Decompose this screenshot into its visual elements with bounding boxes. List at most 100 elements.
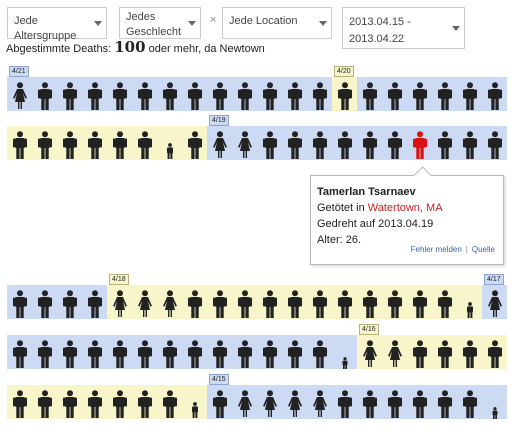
male-person-icon[interactable] xyxy=(87,390,103,423)
male-person-icon[interactable] xyxy=(287,340,303,373)
female-person-icon[interactable] xyxy=(12,82,28,115)
male-person-icon[interactable] xyxy=(112,340,128,373)
female-person-icon[interactable] xyxy=(287,390,303,423)
male-person-icon[interactable] xyxy=(37,340,53,373)
selected-person-icon[interactable] xyxy=(412,131,428,164)
male-person-icon[interactable] xyxy=(312,340,328,373)
male-person-icon[interactable] xyxy=(37,390,53,423)
female-person-icon[interactable] xyxy=(237,131,253,164)
male-person-icon[interactable] xyxy=(362,290,378,323)
male-person-icon[interactable] xyxy=(62,390,78,423)
male-person-icon[interactable] xyxy=(212,82,228,115)
male-person-icon[interactable] xyxy=(287,290,303,323)
male-person-icon[interactable] xyxy=(162,390,178,423)
child-person-icon[interactable] xyxy=(190,402,200,423)
male-person-icon[interactable] xyxy=(12,390,28,423)
male-person-icon[interactable] xyxy=(212,290,228,323)
female-person-icon[interactable] xyxy=(162,290,178,323)
male-person-icon[interactable] xyxy=(337,290,353,323)
male-person-icon[interactable] xyxy=(462,131,478,164)
male-person-icon[interactable] xyxy=(437,290,453,323)
male-person-icon[interactable] xyxy=(137,390,153,423)
male-person-icon[interactable] xyxy=(87,340,103,373)
male-person-icon[interactable] xyxy=(487,82,503,115)
report-error-link[interactable]: Fehler melden xyxy=(410,245,462,254)
male-person-icon[interactable] xyxy=(412,390,428,423)
male-person-icon[interactable] xyxy=(387,290,403,323)
female-person-icon[interactable] xyxy=(137,290,153,323)
date-range-dropdown[interactable]: 2013.04.15 - 2013.04.22 xyxy=(342,7,465,49)
male-person-icon[interactable] xyxy=(337,82,353,115)
male-person-icon[interactable] xyxy=(62,82,78,115)
male-person-icon[interactable] xyxy=(37,82,53,115)
child-person-icon[interactable] xyxy=(465,302,475,323)
male-person-icon[interactable] xyxy=(412,340,428,373)
male-person-icon[interactable] xyxy=(262,131,278,164)
male-person-icon[interactable] xyxy=(162,340,178,373)
location-filter-dropdown[interactable]: Jede Location xyxy=(222,7,332,39)
male-person-icon[interactable] xyxy=(487,131,503,164)
male-person-icon[interactable] xyxy=(262,82,278,115)
female-person-icon[interactable] xyxy=(262,390,278,423)
male-person-icon[interactable] xyxy=(387,390,403,423)
child-person-icon[interactable] xyxy=(491,406,499,424)
close-icon[interactable]: × xyxy=(210,14,217,26)
female-person-icon[interactable] xyxy=(237,390,253,423)
male-person-icon[interactable] xyxy=(212,390,228,423)
male-person-icon[interactable] xyxy=(87,290,103,323)
age-filter-dropdown[interactable]: Jede Altersgruppe xyxy=(7,7,107,42)
male-person-icon[interactable] xyxy=(112,390,128,423)
male-person-icon[interactable] xyxy=(37,290,53,323)
male-person-icon[interactable] xyxy=(187,340,203,373)
male-person-icon[interactable] xyxy=(87,131,103,164)
female-person-icon[interactable] xyxy=(362,340,378,373)
male-person-icon[interactable] xyxy=(487,340,503,373)
male-person-icon[interactable] xyxy=(287,131,303,164)
male-person-icon[interactable] xyxy=(187,82,203,115)
male-person-icon[interactable] xyxy=(212,340,228,373)
male-person-icon[interactable] xyxy=(237,340,253,373)
male-person-icon[interactable] xyxy=(312,131,328,164)
male-person-icon[interactable] xyxy=(362,82,378,115)
male-person-icon[interactable] xyxy=(112,82,128,115)
male-person-icon[interactable] xyxy=(437,390,453,423)
male-person-icon[interactable] xyxy=(462,340,478,373)
male-person-icon[interactable] xyxy=(437,340,453,373)
female-person-icon[interactable] xyxy=(212,131,228,164)
child-person-icon[interactable] xyxy=(341,356,349,374)
male-person-icon[interactable] xyxy=(12,340,28,373)
male-person-icon[interactable] xyxy=(337,390,353,423)
male-person-icon[interactable] xyxy=(37,131,53,164)
male-person-icon[interactable] xyxy=(187,290,203,323)
male-person-icon[interactable] xyxy=(462,390,478,423)
male-person-icon[interactable] xyxy=(262,340,278,373)
child-person-icon[interactable] xyxy=(165,143,175,164)
male-person-icon[interactable] xyxy=(137,340,153,373)
male-person-icon[interactable] xyxy=(62,290,78,323)
male-person-icon[interactable] xyxy=(137,82,153,115)
female-person-icon[interactable] xyxy=(387,340,403,373)
male-person-icon[interactable] xyxy=(137,131,153,164)
male-person-icon[interactable] xyxy=(287,82,303,115)
male-person-icon[interactable] xyxy=(262,290,278,323)
male-person-icon[interactable] xyxy=(337,131,353,164)
male-person-icon[interactable] xyxy=(412,290,428,323)
male-person-icon[interactable] xyxy=(387,82,403,115)
female-person-icon[interactable] xyxy=(112,290,128,323)
male-person-icon[interactable] xyxy=(12,290,28,323)
male-person-icon[interactable] xyxy=(187,131,203,164)
male-person-icon[interactable] xyxy=(437,131,453,164)
male-person-icon[interactable] xyxy=(362,390,378,423)
gender-filter-dropdown[interactable]: Jedes Geschlecht xyxy=(119,7,201,39)
female-person-icon[interactable] xyxy=(487,290,503,323)
male-person-icon[interactable] xyxy=(62,131,78,164)
female-person-icon[interactable] xyxy=(312,390,328,423)
male-person-icon[interactable] xyxy=(412,82,428,115)
male-person-icon[interactable] xyxy=(437,82,453,115)
male-person-icon[interactable] xyxy=(312,290,328,323)
male-person-icon[interactable] xyxy=(462,82,478,115)
male-person-icon[interactable] xyxy=(162,82,178,115)
male-person-icon[interactable] xyxy=(62,340,78,373)
male-person-icon[interactable] xyxy=(387,131,403,164)
male-person-icon[interactable] xyxy=(87,82,103,115)
